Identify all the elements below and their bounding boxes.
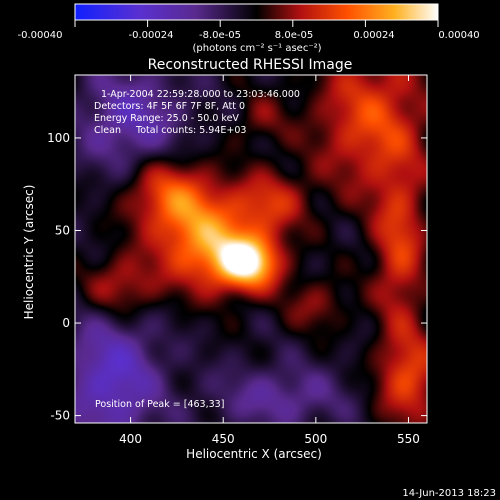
axis-ticks: 400 450 500 550 -50 0 50 100 [47, 75, 427, 446]
x-tick-label: 450 [212, 432, 235, 446]
colorbar-tick-label: 0.00040 [438, 30, 479, 41]
timestamp: 14-Jun-2013 18:23 [402, 488, 496, 499]
x-tick-label: 400 [119, 432, 142, 446]
annotation-energy-range: Energy Range: 25.0 - 50.0 keV [94, 113, 239, 124]
colorbar-tick-label: 8.0e-05 [275, 30, 313, 41]
plot-frame [74, 74, 428, 424]
x-tick-label: 500 [304, 432, 327, 446]
y-tick-label: -50 [50, 409, 70, 423]
colorbar-tick-label: 0.00024 [353, 30, 394, 41]
annotation-detectors: Detectors: 4F 5F 6F 7F 8F, Att 0 [94, 101, 245, 112]
annotation-time-range: 1-Apr-2004 22:59:28.000 to 23:03:46.000 [101, 89, 300, 100]
colorbar-strip [74, 3, 439, 21]
annotation-block: 1-Apr-2004 22:59:28.000 to 23:03:46.000 … [94, 89, 300, 136]
heatmap-image [75, 75, 427, 423]
chart-title: Reconstructed RHESSI Image [148, 57, 353, 73]
plot-area: 400 450 500 550 -50 0 50 100 [47, 74, 428, 446]
y-tick-label: 0 [62, 316, 70, 330]
y-axis-label: Heliocentric Y (arcsec) [22, 185, 36, 320]
y-tick-label: 50 [55, 223, 70, 237]
colorbar-tick-label: -8.0e-05 [199, 30, 241, 41]
peak-position-label: Position of Peak = [463,33] [95, 399, 224, 410]
colorbar: -0.00040 -0.00024 -8.0e-05 8.0e-05 0.000… [18, 3, 480, 54]
x-axis-label: Heliocentric X (arcsec) [186, 447, 322, 461]
colorbar-unit-label: (photons cm⁻² s⁻¹ asec⁻²) [192, 43, 321, 54]
y-tick-label: 100 [47, 131, 70, 145]
annotation-total-counts: Clean Total counts: 5.94E+03 [94, 125, 246, 136]
x-tick-label: 550 [397, 432, 420, 446]
colorbar-ticks [74, 20, 439, 27]
colorbar-tick-label: -0.00024 [129, 30, 174, 41]
colorbar-tick-label: -0.00040 [18, 30, 63, 41]
